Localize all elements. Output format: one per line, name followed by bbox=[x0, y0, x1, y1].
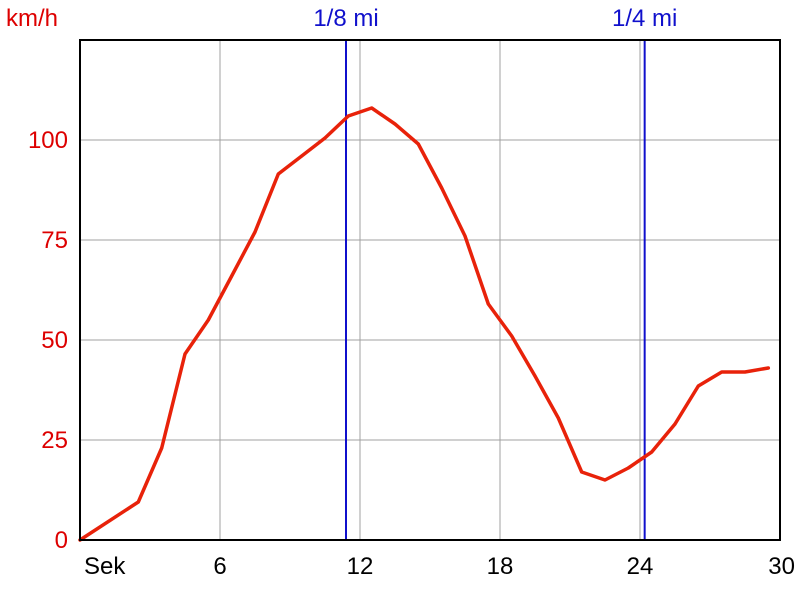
y-tick-label: 0 bbox=[55, 527, 68, 554]
speed-point bbox=[370, 106, 374, 110]
speed-point bbox=[393, 122, 397, 126]
speed-point bbox=[160, 446, 164, 450]
y-tick-label: 75 bbox=[41, 227, 68, 254]
speed-point bbox=[136, 500, 140, 504]
speed-point bbox=[440, 186, 444, 190]
x-tick-label: 24 bbox=[627, 553, 654, 580]
speed-point bbox=[626, 466, 630, 470]
y-axis-label: km/h bbox=[6, 5, 58, 32]
x-tick-label: 18 bbox=[487, 553, 514, 580]
speed-point bbox=[206, 318, 210, 322]
speed-point bbox=[276, 172, 280, 176]
speed-line bbox=[78, 106, 771, 542]
speed-point bbox=[183, 352, 187, 356]
speed-point bbox=[556, 416, 560, 420]
speed-point bbox=[743, 370, 747, 374]
speed-point bbox=[650, 450, 654, 454]
grid-lines bbox=[80, 40, 780, 540]
speed-point bbox=[253, 230, 257, 234]
speed-point bbox=[533, 374, 537, 378]
speed-point bbox=[603, 478, 607, 482]
x-tick-label: 30 bbox=[768, 553, 795, 580]
speed-series bbox=[78, 106, 771, 542]
speed-point bbox=[300, 154, 304, 158]
y-tick-label: 100 bbox=[28, 127, 68, 154]
speed-point bbox=[510, 334, 514, 338]
speed-point bbox=[230, 274, 234, 278]
speed-point bbox=[323, 136, 327, 140]
speed-point bbox=[486, 302, 490, 306]
x-tick-label: 12 bbox=[347, 553, 374, 580]
speed-point bbox=[720, 370, 724, 374]
speed-point bbox=[580, 470, 584, 474]
speed-point bbox=[346, 114, 350, 118]
speed-point bbox=[673, 422, 677, 426]
y-tick-label: 50 bbox=[41, 327, 68, 354]
y-axis-ticks: 0 25 50 75 100 bbox=[28, 127, 68, 554]
speed-point bbox=[463, 234, 467, 238]
x-axis-ticks: Sek 6 12 18 24 30 bbox=[84, 553, 795, 580]
speed-point bbox=[696, 384, 700, 388]
x-tick-label: 6 bbox=[213, 553, 226, 580]
distance-marker-label: 1/8 mi bbox=[313, 5, 378, 32]
speed-point bbox=[766, 366, 770, 370]
distance-markers: 1/8 mi 1/4 mi bbox=[313, 5, 677, 540]
y-tick-label: 25 bbox=[41, 427, 68, 454]
x-tick-label: Sek bbox=[84, 553, 126, 580]
plot-frame bbox=[79, 39, 781, 541]
distance-marker-label: 1/4 mi bbox=[612, 5, 677, 32]
speed-point bbox=[416, 142, 420, 146]
